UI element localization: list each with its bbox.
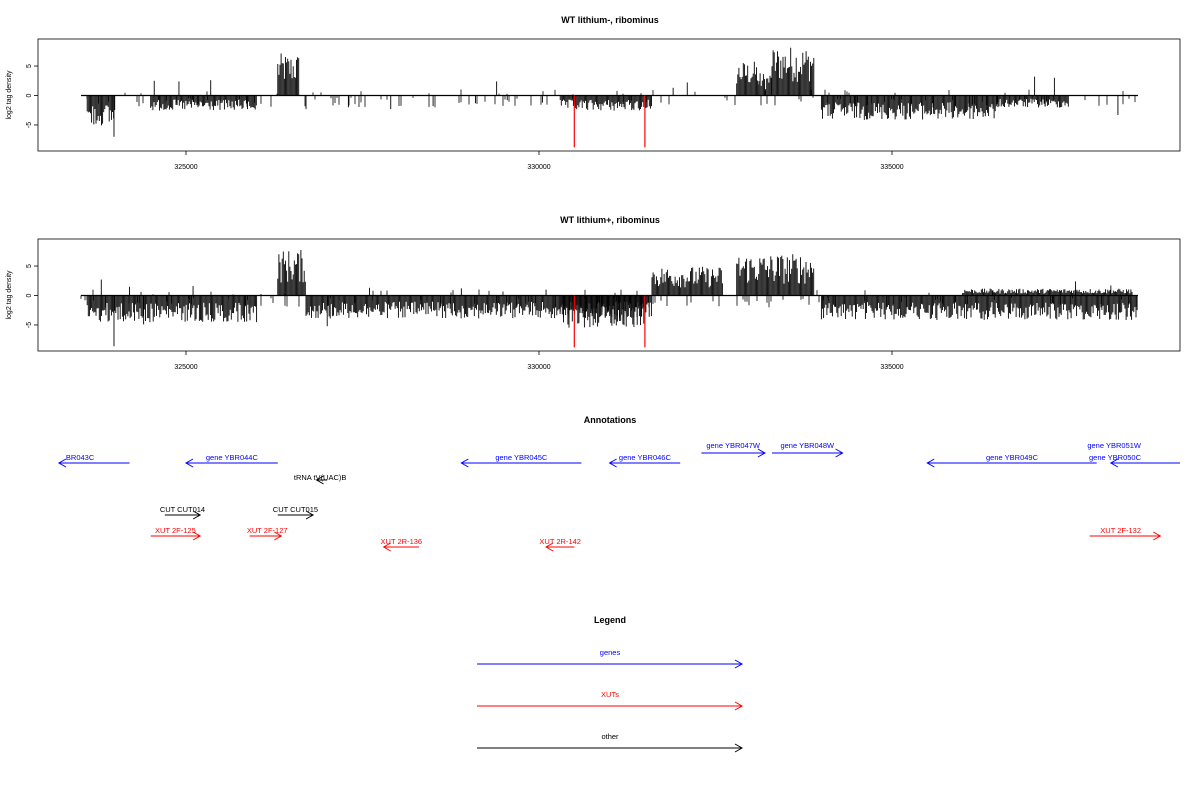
annotation-label: CUT CUT015 [273, 505, 318, 514]
annotation-label: BR043C [66, 453, 95, 462]
annotation-label: gene YBR044C [206, 453, 259, 462]
x-tick-label: 325000 [174, 164, 197, 171]
annotations-track: Annotations BR043C gene YBR044C gene YBR04… [57, 415, 1180, 552]
legend-entry-other: other [477, 732, 744, 753]
annotation-gene: gene YBR045C [460, 453, 582, 468]
x-tick-label: 335000 [880, 364, 903, 371]
arrow-head-icon [315, 475, 324, 485]
x-axis: 325000 330000 335000 [174, 151, 904, 171]
annotation-gene: gene YBR046C [608, 453, 681, 468]
arrow-head-icon [734, 659, 744, 669]
annotation-label: XUT 2F-127 [247, 526, 288, 535]
annotation-gene: gene YBR051W [1087, 441, 1142, 450]
annotation-label: gene YBR050C [1089, 453, 1142, 462]
annotation-label: gene YBR047W [706, 441, 761, 450]
y-axis-label: log2 tag density [6, 70, 13, 120]
annotation-xut: XUT 2R-142 [539, 537, 581, 552]
annotation-label: gene YBR048W [780, 441, 835, 450]
arrow-head-icon [545, 542, 554, 552]
arrow-head-icon [608, 458, 617, 468]
arrow-head-icon [1109, 458, 1119, 468]
legend-title: Legend [594, 615, 626, 625]
arrow-head-icon [192, 510, 202, 520]
arrow-head-icon [305, 510, 315, 520]
plot-frame [37, 38, 1181, 152]
arrow-head-icon [460, 458, 469, 468]
plot-title: WT lithium-, ribominus [561, 15, 659, 25]
legend-entry-gene: genes [477, 648, 744, 669]
annotation-gene: BR043C [57, 453, 130, 468]
arrow-head-icon [192, 531, 202, 541]
y-tick-label: -5 [26, 322, 33, 328]
annotation-xut: XUT 2F-132 [1089, 526, 1162, 541]
arrow-head-icon [734, 701, 744, 711]
arrow-head-icon [57, 458, 67, 468]
legend: Legend genes XUTs other [477, 615, 744, 753]
annotation-label: CUT CUT014 [160, 505, 205, 514]
annotation-label: gene YBR045C [495, 453, 548, 462]
annotation-xut: XUT 2R-136 [381, 537, 423, 552]
annotation-label: XUT 2F-125 [155, 526, 196, 535]
annotation-label: tRNA tV(UAC)B [294, 473, 347, 482]
x-tick-label: 325000 [174, 364, 197, 371]
x-tick-label: 335000 [880, 164, 903, 171]
arrow-head-icon [757, 448, 766, 458]
legend-entry-xut: XUTs [477, 690, 744, 711]
annotation-label: XUT 2R-136 [381, 537, 423, 546]
x-axis: 325000 330000 335000 [174, 351, 904, 371]
coverage-bars [86, 47, 1136, 137]
arrow-head-icon [926, 458, 935, 468]
y-tick-label: 0 [26, 293, 33, 297]
annotation-label: gene YBR046C [619, 453, 672, 462]
arrow-head-icon [835, 448, 844, 458]
annotation-other: CUT CUT015 [273, 505, 318, 520]
annotation-features: BR043C gene YBR044C gene YBR045C gene YBR04… [57, 441, 1180, 552]
arrow-head-icon [1153, 531, 1162, 541]
plot-title: WT lithium+, ribominus [560, 215, 660, 225]
annotation-xut: XUT 2F-127 [247, 526, 288, 541]
annotation-label: gene YBR049C [986, 453, 1039, 462]
y-axis: 5 0 -5 [26, 64, 38, 128]
y-tick-label: 5 [26, 64, 33, 68]
coverage-plot-lithium-minus: WT lithium-, ribominus log2 tag density … [6, 15, 1181, 171]
legend-label: XUTs [601, 690, 619, 699]
arrow-head-icon [274, 531, 283, 541]
annotation-label: gene YBR051W [1087, 441, 1142, 450]
coverage-plot-lithium-plus: WT lithium+, ribominus log2 tag density … [6, 215, 1181, 371]
annotation-gene: gene YBR050C [1089, 453, 1180, 468]
annotation-gene: gene YBR049C [926, 453, 1097, 468]
legend-label: other [601, 732, 619, 741]
y-tick-label: 5 [26, 264, 33, 268]
arrow-head-icon [184, 458, 194, 468]
annotation-other: tRNA tV(UAC)B [294, 473, 347, 485]
x-tick-label: 330000 [527, 164, 550, 171]
legend-entries: genes XUTs other [477, 648, 744, 753]
annotation-label: XUT 2R-142 [539, 537, 581, 546]
legend-label: genes [600, 648, 621, 657]
annotation-xut: XUT 2F-125 [150, 526, 202, 541]
annotation-gene: gene YBR047W [701, 441, 766, 458]
annotation-other: CUT CUT014 [160, 505, 205, 520]
y-axis-label: log2 tag density [6, 270, 13, 320]
annotation-gene: gene YBR048W [771, 441, 844, 458]
arrow-head-icon [382, 542, 391, 552]
highlight-lines [573, 95, 646, 148]
y-tick-label: -5 [26, 122, 33, 128]
annotation-label: XUT 2F-132 [1100, 526, 1141, 535]
y-tick-label: 0 [26, 93, 33, 97]
annotation-gene: gene YBR044C [184, 453, 278, 468]
plot-frame [37, 238, 1181, 352]
highlight-lines [573, 295, 646, 348]
annotations-title: Annotations [584, 415, 637, 425]
coverage-bars [80, 250, 1138, 347]
y-axis: 5 0 -5 [26, 264, 38, 328]
arrow-head-icon [734, 743, 744, 753]
x-tick-label: 330000 [527, 364, 550, 371]
